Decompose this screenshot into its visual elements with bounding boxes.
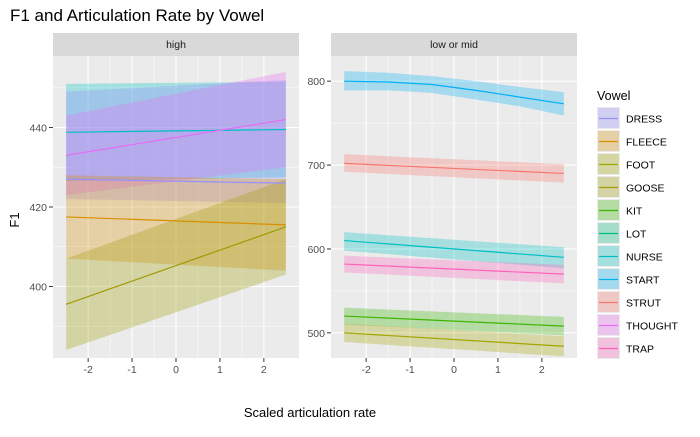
ribbon-dress (66, 79, 286, 204)
facet-panels: high -2 -1 0 1 2 400 420 440 low or mid -2 -1 0 1 2 500… (29, 33, 577, 376)
x-tick-label: 2 (539, 364, 545, 376)
ribbon-thought (66, 71, 286, 196)
legend-label: THOUGHT (626, 321, 678, 333)
line-dress (66, 178, 286, 184)
line-kit (344, 315, 564, 327)
legend-label: FLEECE (626, 137, 667, 149)
x-tick-label: -1 (405, 364, 414, 376)
x-tick-label: -2 (83, 364, 92, 376)
line-nurse (66, 128, 286, 133)
line-goose (65, 226, 287, 305)
y-tick-label: 800 (307, 76, 325, 88)
chart-title: F1 and Articulation Rate by Vowel (10, 6, 264, 25)
y-tick-label: 500 (307, 328, 325, 340)
x-tick-label: 1 (495, 364, 501, 376)
line-fleece (66, 216, 286, 226)
line-thought (66, 118, 286, 156)
y-tick-label: 400 (29, 281, 47, 293)
legend-item: THOUGHT (597, 314, 678, 336)
facet-panel: high -2 -1 0 1 2 400 420 440 (29, 33, 299, 376)
legend-label: GOOSE (626, 183, 665, 195)
legend: DRESS FLEECE FOOT GOOSE KIT LOT NURSE START STRU… (597, 107, 678, 359)
legend-item: NURSE (597, 245, 663, 267)
x-tick-label: 2 (261, 364, 267, 376)
legend-item: KIT (597, 199, 643, 221)
legend-title: Vowel (597, 89, 630, 103)
legend-label: STRUT (626, 298, 662, 310)
legend-label: TRAP (626, 344, 654, 356)
legend-label: DRESS (626, 114, 662, 126)
legend-item: TRAP (597, 337, 654, 359)
legend-item: FLEECE (597, 130, 667, 152)
facet-strip (331, 33, 577, 56)
x-tick-label: 0 (173, 364, 179, 376)
y-tick-label: 420 (29, 202, 47, 214)
legend-item: DRESS (597, 107, 662, 129)
legend-item: FOOT (597, 153, 656, 175)
x-axis-label: Scaled articulation rate (244, 405, 376, 420)
legend-item: GOOSE (597, 176, 665, 198)
y-tick-label: 600 (307, 244, 325, 256)
legend-label: NURSE (626, 252, 663, 264)
legend-label: KIT (626, 206, 643, 218)
y-axis-label: F1 (7, 212, 22, 227)
line-nurse (344, 239, 564, 258)
line-strut (344, 162, 564, 175)
ribbon-goose (66, 179, 286, 351)
x-tick-label: 1 (217, 364, 223, 376)
legend-item: LOT (597, 222, 647, 244)
x-tick-label: -2 (361, 364, 370, 376)
legend-item: START (597, 268, 660, 290)
line-start (344, 80, 564, 105)
legend-label: START (626, 275, 660, 287)
line-foot (344, 332, 564, 347)
ribbon-nurse (344, 232, 564, 269)
facet-strip-label: low or mid (430, 39, 478, 51)
x-tick-label: 0 (451, 364, 457, 376)
x-tick-label: -1 (127, 364, 136, 376)
y-tick-label: 700 (307, 160, 325, 172)
facet-panel: low or mid -2 -1 0 1 2 500 600 700 800 (307, 33, 577, 376)
facet-strip-label: high (166, 39, 186, 51)
legend-label: LOT (626, 229, 647, 241)
legend-item: STRUT (597, 291, 662, 313)
line-trap (344, 263, 564, 275)
y-tick-label: 440 (29, 123, 47, 135)
legend-label: FOOT (626, 160, 656, 172)
facet-strip (53, 33, 299, 56)
